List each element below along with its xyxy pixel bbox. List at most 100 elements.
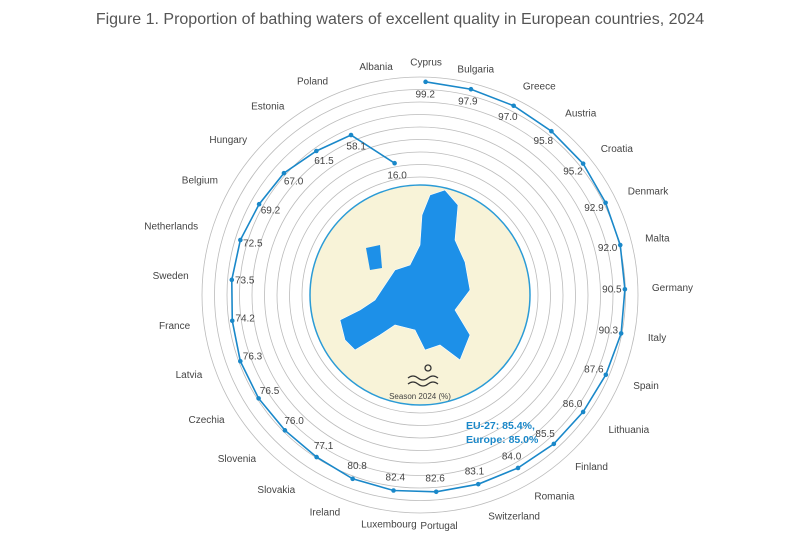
chart-title: Figure 1. Proportion of bathing waters o… xyxy=(96,11,704,28)
point xyxy=(350,476,355,482)
value-label: 80.8 xyxy=(347,461,367,472)
category-label: Lithuania xyxy=(609,425,650,436)
value-label: 86.0 xyxy=(563,399,583,410)
category-label: Romania xyxy=(534,491,574,502)
category-label: Sweden xyxy=(153,271,189,282)
category-label: Spain xyxy=(633,381,659,392)
category-label: Belgium xyxy=(182,176,218,187)
point xyxy=(549,128,554,134)
value-label: 74.2 xyxy=(235,314,255,325)
point xyxy=(423,79,428,85)
point xyxy=(603,200,608,206)
category-label: Czechia xyxy=(188,415,225,426)
category-label: Italy xyxy=(648,333,666,344)
value-label: 58.1 xyxy=(346,142,366,153)
value-label: 92.0 xyxy=(598,243,618,254)
ring xyxy=(276,151,564,439)
point xyxy=(392,160,397,166)
ring xyxy=(201,76,639,514)
value-label: 77.1 xyxy=(314,441,334,452)
point xyxy=(314,148,319,154)
category-label: Poland xyxy=(297,77,328,88)
point xyxy=(622,286,628,292)
point xyxy=(256,201,262,207)
value-label: 85.5 xyxy=(535,429,555,440)
category-label: Slovakia xyxy=(257,485,295,496)
value-label: 97.0 xyxy=(498,112,518,123)
category-label: Croatia xyxy=(601,144,634,155)
ring xyxy=(239,114,601,476)
ring xyxy=(214,89,626,501)
value-label: 83.1 xyxy=(465,466,485,477)
value-label: 87.6 xyxy=(584,364,604,375)
category-label: Switzerland xyxy=(488,511,540,522)
annotation: Europe: 85.0% xyxy=(466,434,539,446)
category-label: Malta xyxy=(645,233,670,244)
value-label: 95.2 xyxy=(563,166,583,177)
rings xyxy=(201,76,639,514)
value-label: 67.0 xyxy=(284,176,304,187)
point xyxy=(229,277,235,283)
ring xyxy=(301,176,539,414)
season-label: Season 2024 (%) xyxy=(389,392,451,401)
point xyxy=(229,318,235,324)
point xyxy=(282,428,288,433)
point xyxy=(580,161,586,166)
category-label: Hungary xyxy=(209,135,247,146)
point xyxy=(603,372,609,378)
point xyxy=(580,409,586,415)
value-label: 82.6 xyxy=(425,473,445,484)
point xyxy=(238,237,243,243)
category-label: Albania xyxy=(359,62,393,73)
value-label: 84.0 xyxy=(502,451,522,462)
point xyxy=(551,441,557,447)
category-label: Portugal xyxy=(420,521,457,532)
category-label: France xyxy=(159,321,191,332)
map: Season 2024 (%) xyxy=(309,184,531,406)
point xyxy=(617,242,623,248)
category-label: Bulgaria xyxy=(457,64,494,75)
value-label: 73.5 xyxy=(235,276,255,287)
value-label: 95.8 xyxy=(534,136,554,147)
category-label: Slovenia xyxy=(218,454,257,465)
value-label: 90.5 xyxy=(602,284,622,295)
category-label: Latvia xyxy=(176,370,203,381)
point xyxy=(618,331,624,336)
value-label: 61.5 xyxy=(314,156,334,167)
ring xyxy=(264,139,576,451)
category-label: Austria xyxy=(565,109,597,120)
category-label: Netherlands xyxy=(144,222,198,233)
category-label: Ireland xyxy=(310,507,341,518)
category-label: Estonia xyxy=(251,101,285,112)
category-label: Finland xyxy=(575,462,608,473)
ring xyxy=(289,164,551,426)
value-label: 76.3 xyxy=(243,351,263,362)
point xyxy=(314,454,319,460)
value-label: 97.9 xyxy=(458,96,478,107)
category-label: Greece xyxy=(523,82,556,93)
point xyxy=(433,489,439,495)
point xyxy=(238,358,243,364)
category-label: Luxembourg xyxy=(361,520,417,531)
point xyxy=(348,132,354,138)
category-label: Denmark xyxy=(628,186,670,197)
value-label: 82.4 xyxy=(386,472,406,483)
point xyxy=(511,103,516,109)
category-label: Cyprus xyxy=(410,58,442,69)
point xyxy=(281,170,287,176)
point xyxy=(468,86,474,92)
annotation: EU-27: 85.4%, xyxy=(466,420,535,432)
value-label: 99.2 xyxy=(416,89,436,100)
value-label: 69.2 xyxy=(261,205,281,216)
value-label: 76.5 xyxy=(260,386,280,397)
ring xyxy=(226,101,614,489)
category-label: Germany xyxy=(652,283,693,294)
point xyxy=(475,481,481,487)
point xyxy=(256,396,261,401)
value-label: 90.3 xyxy=(599,326,619,337)
value-label: 92.9 xyxy=(584,203,604,214)
point xyxy=(515,465,521,471)
ring xyxy=(251,126,589,464)
point xyxy=(391,488,396,493)
